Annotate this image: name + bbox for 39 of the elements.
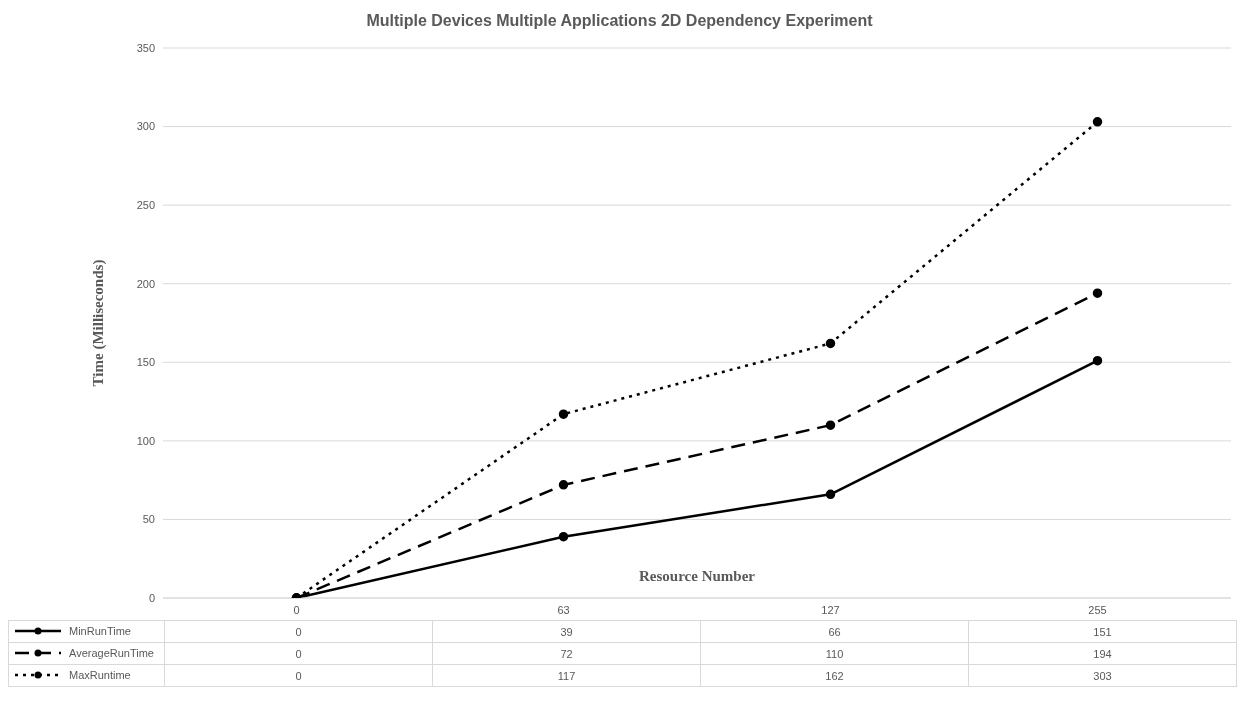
y-tick-label: 250 [136,199,155,212]
data-label: 0 [164,664,433,687]
data-label: 0 [164,642,433,665]
legend-label: MaxRuntime [68,669,131,681]
data-label: 117 [432,664,701,687]
data-label: 0 [164,620,433,643]
point [825,489,836,500]
data-label: 151 [968,620,1237,643]
y-tick-label: 50 [142,513,155,526]
data-label: 303 [968,664,1237,687]
point [1092,288,1103,298]
data-label: 66 [700,620,969,643]
point [825,420,836,430]
point [558,409,569,419]
legend-label: MinRunTime [68,625,131,637]
legend-label: AverageRunTime [68,647,154,659]
x-tick-label: 255 [1088,603,1107,616]
point [558,531,569,542]
y-tick-label: 150 [136,356,155,369]
x-axis-title: Resource Number [639,567,756,584]
data-label: 194 [968,642,1237,665]
y-tick-label: 0 [148,591,155,604]
y-tick-label: 350 [136,41,155,54]
point [825,338,836,349]
data-label: 110 [700,642,969,665]
point [558,480,569,490]
x-tick-label: 0 [293,603,300,616]
data-label: 72 [432,642,701,665]
point [1092,117,1103,127]
chart-title: Multiple Devices Multiple Applications 2D Dependency Experiment [365,12,874,30]
data-label: 162 [700,664,969,687]
y-axis-title: Time (Milliseconds) [90,259,108,387]
data-label: 39 [432,620,701,643]
y-tick-label: 300 [136,120,155,133]
y-tick-label: 200 [136,277,155,290]
point [1092,355,1103,366]
x-tick-label: 127 [821,603,840,616]
x-tick-label: 63 [557,603,570,616]
y-tick-label: 100 [136,434,155,447]
